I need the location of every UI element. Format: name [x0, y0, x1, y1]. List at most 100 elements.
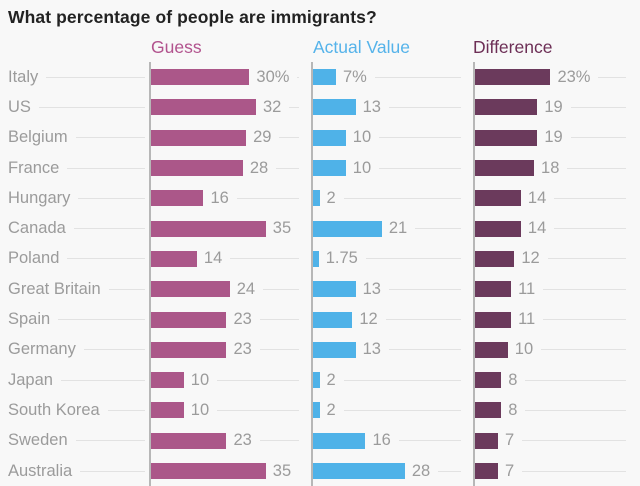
guess-cell: 10 — [151, 395, 305, 425]
country-label: France — [8, 158, 60, 177]
leader-line — [398, 440, 461, 442]
chart-row-south-korea: South Korea 10 2 8 — [0, 395, 640, 425]
leader-line — [525, 409, 626, 411]
guess-bar — [151, 160, 243, 177]
guess-cell: 30% — [151, 62, 305, 92]
guess-bar — [151, 220, 266, 237]
chart-row-spain: Spain 23 12 11 — [0, 304, 640, 334]
leader-line — [58, 319, 145, 321]
value-label: 23 — [233, 431, 252, 450]
guess-bar — [151, 190, 204, 207]
leader-line — [554, 228, 626, 230]
chart-row-japan: Japan 10 2 8 — [0, 365, 640, 395]
actual-value-axis-line — [311, 62, 313, 486]
guess-bar — [151, 402, 184, 419]
actual-value-bar — [313, 250, 319, 267]
leader-line — [38, 106, 145, 108]
value-label: 35 — [272, 461, 292, 480]
value-label: 10 — [190, 370, 210, 389]
leader-line — [108, 288, 145, 290]
value-label: 23 — [233, 310, 252, 329]
leader-line — [259, 349, 299, 351]
difference-bar — [475, 250, 515, 267]
actual-value-cell: 13 — [313, 335, 467, 365]
leader-line — [67, 258, 145, 260]
leader-line — [343, 409, 461, 411]
value-label: 14 — [203, 249, 223, 268]
chart-row-canada: Canada 35 21 14 — [0, 214, 640, 244]
country-label: Australia — [8, 461, 73, 480]
guess-bar — [151, 463, 266, 480]
value-label: 7 — [504, 461, 515, 480]
guess-bar — [151, 99, 256, 116]
value-label: 7% — [342, 67, 367, 86]
value-label: 13 — [362, 279, 381, 298]
difference-bar — [475, 129, 538, 146]
country-label: Italy — [8, 67, 39, 86]
leader-line — [570, 106, 626, 108]
leader-line — [438, 470, 461, 472]
value-label: 16 — [210, 188, 229, 207]
chart-row-italy: Italy 30% 7% 23% — [0, 62, 640, 92]
value-label: 13 — [362, 97, 381, 116]
leader-line — [279, 137, 299, 139]
leader-line — [217, 379, 299, 381]
guess-cell: 29 — [151, 123, 305, 153]
country-label: US — [8, 97, 31, 116]
leader-line — [547, 258, 626, 260]
actual-value-cell: 10 — [313, 123, 467, 153]
country-label: South Korea — [8, 400, 100, 419]
leader-line — [525, 379, 626, 381]
leader-line — [289, 106, 299, 108]
value-label: 16 — [372, 431, 391, 450]
value-label: 11 — [518, 279, 536, 298]
actual-value-bar — [313, 432, 366, 449]
actual-value-bar — [313, 129, 346, 146]
guess-bar — [151, 372, 184, 389]
country-label: Germany — [8, 340, 76, 359]
chart-row-australia: Australia 35 28 7 — [0, 456, 640, 486]
difference-bar — [475, 341, 508, 358]
leader-line — [78, 197, 145, 199]
leader-line — [543, 319, 626, 321]
leader-line — [388, 288, 461, 290]
leader-line — [379, 167, 461, 169]
difference-bar — [475, 432, 498, 449]
value-label: 29 — [253, 128, 272, 147]
difference-bar — [475, 220, 521, 237]
actual-value-cell: 13 — [313, 92, 467, 122]
value-label: 12 — [359, 310, 378, 329]
actual-value-cell: 10 — [313, 153, 467, 183]
difference-bar — [475, 311, 512, 328]
value-label: 8 — [508, 400, 518, 419]
column-header-guess: Guess — [151, 37, 202, 57]
leader-line — [297, 76, 299, 78]
value-label: 10 — [514, 340, 534, 359]
leader-line — [541, 349, 626, 351]
leader-line — [415, 228, 461, 230]
leader-line — [263, 288, 299, 290]
value-label: 24 — [236, 279, 256, 298]
country-label: Poland — [8, 249, 60, 268]
chart-row-poland: Poland 14 1.75 12 — [0, 244, 640, 274]
country-label: Sweden — [8, 431, 68, 450]
guess-cell: 35 — [151, 214, 305, 244]
guess-bar — [151, 281, 230, 298]
actual-value-cell: 16 — [313, 426, 467, 456]
leader-line — [75, 137, 145, 139]
leader-line — [217, 409, 299, 411]
leader-line — [385, 319, 461, 321]
actual-value-bar — [313, 463, 405, 480]
difference-cell: 11 — [475, 274, 632, 304]
guess-bar — [151, 129, 247, 146]
guess-cell: 14 — [151, 244, 305, 274]
difference-cell: 19 — [475, 92, 632, 122]
actual-value-cell: 12 — [313, 304, 467, 334]
difference-bar — [475, 281, 512, 298]
difference-cell: 14 — [475, 183, 632, 213]
guess-bar — [151, 432, 227, 449]
chart-row-germany: Germany 23 13 10 — [0, 335, 640, 365]
value-label: 1.75 — [325, 249, 358, 268]
leader-line — [343, 197, 461, 199]
column-header-actual-value: Actual Value — [313, 37, 410, 57]
